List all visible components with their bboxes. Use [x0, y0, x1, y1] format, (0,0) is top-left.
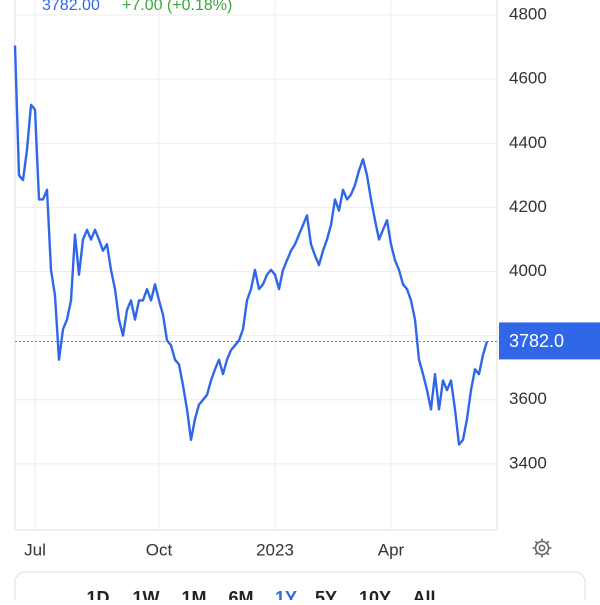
- last-price-label: 3782.0: [509, 331, 564, 351]
- y-tick-label: 4200: [509, 197, 547, 216]
- price-change: +7.00 (+0.18%): [122, 0, 232, 14]
- price: 3782.00: [42, 0, 100, 14]
- y-tick-label: 3600: [509, 389, 547, 408]
- y-tick-label: 4800: [509, 5, 547, 24]
- range-button[interactable]: 1Y: [275, 588, 297, 605]
- price-line: [13, 45, 489, 446]
- y-tick-label: 4600: [509, 69, 547, 88]
- x-tick-label: Jul: [24, 540, 46, 559]
- range-button[interactable]: 1W: [133, 588, 160, 605]
- range-button[interactable]: 1D: [86, 588, 109, 605]
- x-tick-label: Apr: [378, 540, 405, 559]
- range-button[interactable]: All: [412, 588, 435, 605]
- range-bar: [14, 571, 586, 605]
- y-tick-label: 4000: [509, 261, 547, 280]
- x-tick-label: Oct: [146, 540, 173, 559]
- range-button[interactable]: 6M: [228, 588, 253, 605]
- y-tick-label: 4400: [509, 133, 547, 152]
- x-tick-label: 2023: [256, 540, 294, 559]
- y-tick-label: 3400: [509, 453, 547, 472]
- range-button[interactable]: 5Y: [315, 588, 337, 605]
- range-button[interactable]: 1M: [181, 588, 206, 605]
- range-button[interactable]: 10Y: [359, 588, 391, 605]
- last-price-box: [499, 322, 600, 360]
- settings-icon[interactable]: [532, 538, 552, 558]
